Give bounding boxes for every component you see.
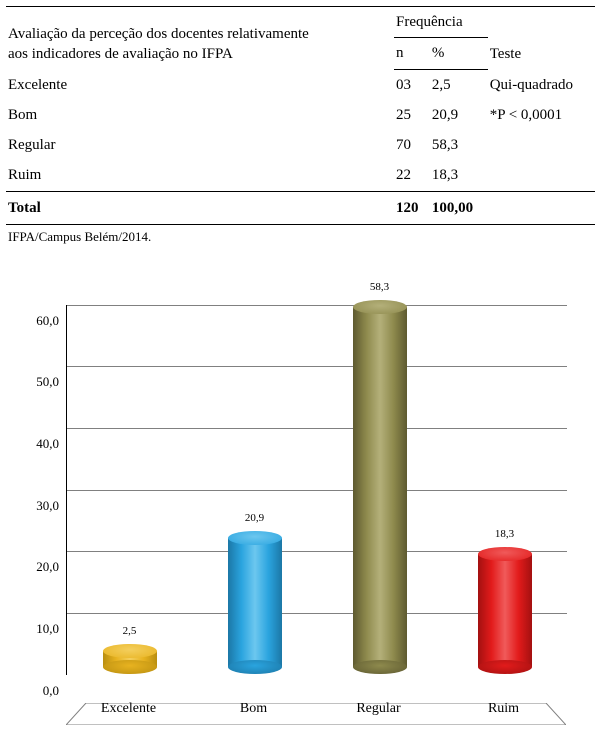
row-label: Bom	[6, 100, 394, 130]
x-tick-label: Bom	[191, 701, 316, 717]
row-label: Excelente	[6, 69, 394, 100]
y-tick-label: 20,0	[36, 559, 67, 575]
table-row: Excelente 03 2,5 Qui-quadrado	[6, 69, 595, 100]
plot-area: 0,010,020,030,040,050,060,02,520,958,318…	[66, 305, 567, 675]
row-label: Ruim	[6, 160, 394, 191]
row-teste	[488, 160, 595, 191]
y-tick-label: 50,0	[36, 374, 67, 390]
row-n: 03	[394, 69, 430, 100]
bar-chart: 0,010,020,030,040,050,060,02,520,958,318…	[66, 305, 566, 725]
teste-header: Teste	[488, 7, 595, 70]
pct-header: %	[430, 38, 488, 69]
total-n: 120	[394, 191, 430, 224]
row-n: 25	[394, 100, 430, 130]
row-pct: 18,3	[430, 160, 488, 191]
row-label: Regular	[6, 130, 394, 160]
y-tick-label: 60,0	[36, 313, 67, 329]
bar: 2,5	[103, 651, 157, 666]
bar-value-label: 18,3	[478, 528, 532, 540]
bar-base	[353, 660, 407, 674]
table-row: Regular 70 58,3	[6, 130, 595, 160]
bar-value-label: 20,9	[228, 512, 282, 524]
n-header: n	[394, 38, 430, 69]
perception-table: Avaliação da perceção dos docentes relat…	[6, 6, 595, 225]
y-tick-label: 0,0	[43, 683, 67, 699]
gridline	[67, 305, 567, 306]
y-tick-label: 10,0	[36, 621, 67, 637]
freq-header: Frequência	[394, 7, 488, 38]
bar-base	[103, 660, 157, 674]
row-n: 70	[394, 130, 430, 160]
bar-base	[228, 660, 282, 674]
bar-cap	[228, 531, 282, 545]
bar-shaft	[228, 538, 282, 667]
row-pct: 58,3	[430, 130, 488, 160]
gridline	[67, 428, 567, 429]
bar-value-label: 58,3	[353, 281, 407, 293]
bar-value-label: 2,5	[103, 625, 157, 637]
row-n: 22	[394, 160, 430, 191]
bar-shaft	[478, 554, 532, 667]
table-source: IFPA/Campus Belém/2014.	[8, 229, 595, 245]
x-axis-labels: ExcelenteBomRegularRuim	[66, 701, 566, 717]
gridline	[67, 366, 567, 367]
total-label: Total	[6, 191, 394, 224]
bar-cap	[478, 547, 532, 561]
row-teste: *P < 0,0001	[488, 100, 595, 130]
y-tick-label: 30,0	[36, 498, 67, 514]
table-total-row: Total 120 100,00	[6, 191, 595, 224]
total-pct: 100,00	[430, 191, 488, 224]
bar: 58,3	[353, 307, 407, 667]
row-pct: 20,9	[430, 100, 488, 130]
table-row: Bom 25 20,9 *P < 0,0001	[6, 100, 595, 130]
bar: 20,9	[228, 538, 282, 667]
row-teste: Qui-quadrado	[488, 69, 595, 100]
table-row: Ruim 22 18,3	[6, 160, 595, 191]
row-teste	[488, 130, 595, 160]
x-tick-label: Regular	[316, 701, 441, 717]
y-tick-label: 40,0	[36, 436, 67, 452]
bar: 18,3	[478, 554, 532, 667]
x-tick-label: Excelente	[66, 701, 191, 717]
gridline	[67, 490, 567, 491]
table-title-line1: Avaliação da perceção dos docentes relat…	[8, 26, 309, 42]
bar-base	[478, 660, 532, 674]
x-tick-label: Ruim	[441, 701, 566, 717]
row-pct: 2,5	[430, 69, 488, 100]
table-title-line2: aos indicadores de avaliação no IFPA	[8, 46, 233, 62]
bar-shaft	[353, 307, 407, 667]
